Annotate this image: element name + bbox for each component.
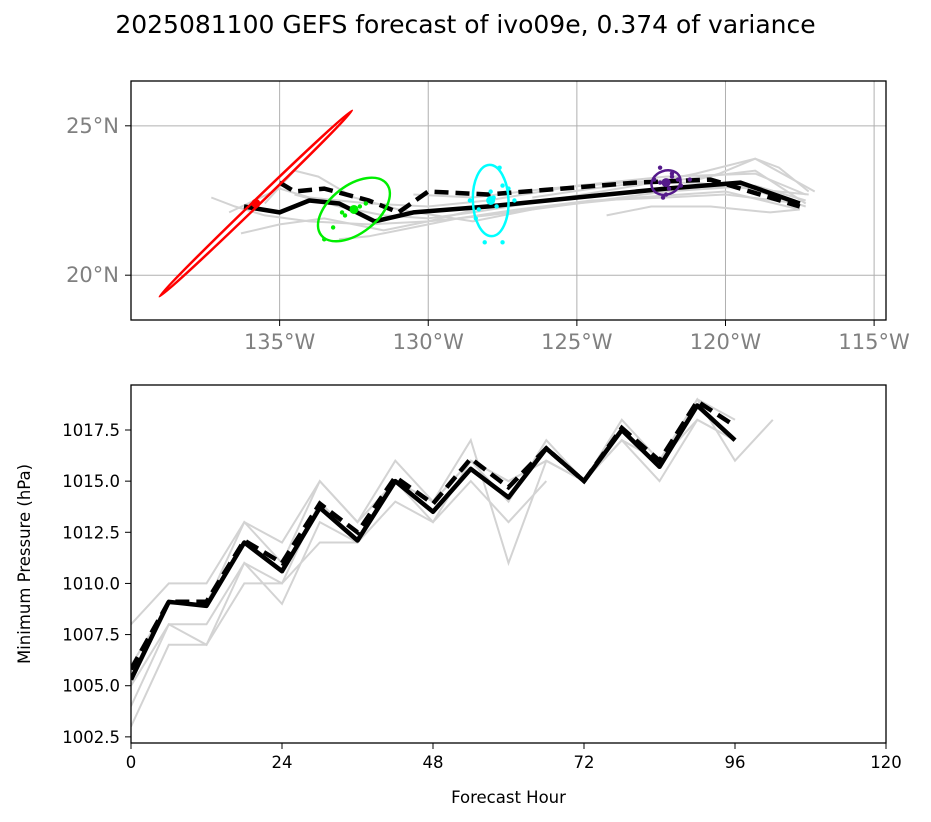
member-position-point	[651, 177, 657, 182]
figure-title: 2025081100 GEFS forecast of ivo09e, 0.37…	[115, 10, 816, 39]
pressure-x-tick-label: 0	[126, 753, 137, 772]
pressure-y-tick-label: 1017.5	[62, 421, 120, 440]
pressure-frame	[130, 384, 887, 744]
pressure-x-axis-label: Forecast Hour	[451, 788, 566, 807]
pressure-x-tick-label: 120	[870, 753, 902, 772]
member-position-point	[339, 210, 345, 215]
pressure-y-tick-label: 1010.0	[62, 574, 120, 593]
member-position-point	[512, 198, 517, 203]
ellipse-center-point	[349, 204, 359, 214]
track-line-ensemble_mean	[243, 180, 801, 224]
pressure-x-tick-label: 24	[272, 753, 293, 772]
pressure-y-tick-label: 1015.0	[62, 472, 120, 491]
track-line-ensemble	[686, 157, 810, 193]
member-position-point	[488, 189, 493, 194]
uncertainty-ellipse	[316, 176, 392, 243]
ellipse-center-point	[661, 178, 671, 188]
member-position-point	[660, 195, 666, 200]
member-position-point	[330, 225, 336, 230]
member-position-point	[675, 177, 681, 182]
pressure-y-tick-label: 1012.5	[62, 523, 120, 542]
map-x-tick-label: 115°W	[838, 330, 910, 354]
member-position-point	[500, 183, 505, 188]
track-line-ensemble	[338, 193, 800, 241]
pressure-line-ensemble	[131, 479, 548, 687]
member-position-point	[657, 165, 663, 170]
pressure-line-deterministic	[131, 398, 737, 671]
map-x-tick-label: 120°W	[690, 330, 762, 354]
member-position-point	[494, 204, 499, 209]
uncertainty-ellipse	[650, 169, 682, 197]
member-position-point	[482, 240, 487, 245]
pressure-plot-area	[131, 397, 774, 728]
member-position-point	[687, 177, 693, 182]
map-y-tick-label: 25°N	[66, 114, 119, 138]
map-y-tick-label: 20°N	[66, 263, 119, 287]
map-x-tick-label: 130°W	[393, 330, 465, 354]
member-position-point	[678, 183, 684, 188]
map-x-tick-label: 125°W	[541, 330, 613, 354]
pressure-x-tick-label: 48	[423, 753, 444, 772]
map-x-tick-label: 135°W	[244, 330, 316, 354]
pressure-y-axis-label: Minimum Pressure (hPa)	[15, 464, 34, 664]
member-position-point	[500, 240, 505, 245]
member-position-point	[476, 207, 481, 212]
member-position-point	[666, 186, 672, 191]
member-position-point	[473, 216, 479, 221]
member-position-point	[363, 201, 369, 206]
map-frame	[130, 80, 887, 321]
pressure-y-tick-label: 1007.5	[62, 626, 120, 645]
ellipse-center-point	[251, 198, 261, 208]
member-position-point	[669, 171, 675, 176]
member-position-point	[497, 165, 502, 170]
map-plot-area	[158, 109, 816, 298]
pressure-x-tick-label: 72	[574, 753, 595, 772]
track-line-ensemble	[264, 169, 801, 223]
track-map-panel: 135°W 130°W 125°W 120°W 115°W 20°N 25°N	[66, 80, 910, 354]
member-position-point	[322, 237, 327, 242]
member-position-point	[657, 180, 663, 185]
member-position-point	[342, 213, 348, 218]
member-position-point	[357, 204, 363, 209]
member-position-point	[506, 186, 511, 191]
pressure-y-tick-label: 1002.5	[62, 728, 120, 747]
pressure-line-ensemble	[131, 418, 736, 707]
member-position-point	[663, 192, 669, 197]
member-position-point	[491, 195, 496, 200]
pressure-panel: 0 24 48 72 96 120 1002.5 1005.0 1007.5 1010.0 1012…	[15, 384, 902, 807]
pressure-y-tick-label: 1005.0	[62, 677, 120, 696]
track-line-ensemble	[606, 205, 800, 217]
member-position-point	[467, 198, 473, 203]
pressure-line-ensemble	[131, 397, 736, 666]
pressure-line-ensemble	[131, 418, 736, 728]
uncertainty-ellipse	[471, 163, 510, 238]
pressure-x-tick-label: 96	[725, 753, 746, 772]
